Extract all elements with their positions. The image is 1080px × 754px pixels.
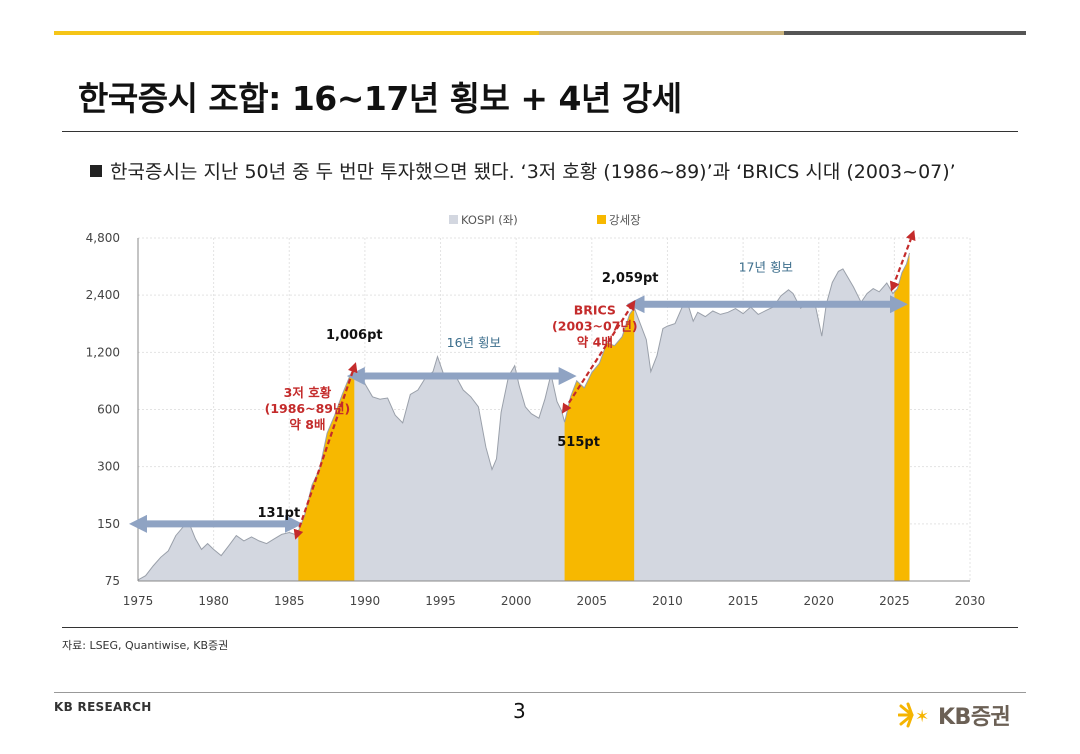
kb-star-icon: ✶ (898, 702, 929, 728)
y-tick-label: 4,800 (86, 231, 120, 245)
y-tick-label: 75 (105, 574, 120, 588)
source-note: 자료: LSEG, Quantiwise, KB증권 (62, 639, 229, 652)
svg-text:✶: ✶ (915, 707, 929, 727)
x-tick-label: 1990 (350, 594, 381, 608)
logo-text: KB증권 (938, 705, 1011, 730)
legend-label: 강세장 (609, 213, 641, 227)
kb-logo: ✶ KB증권 (898, 700, 1011, 730)
brand-research-label: KB RESEARCH (54, 700, 152, 714)
bullet-square-icon (90, 165, 102, 177)
x-tick-label: 2030 (955, 594, 986, 608)
x-tick-label: 1980 (198, 594, 229, 608)
legend-swatch (597, 215, 606, 224)
x-tick-label: 1975 (123, 594, 154, 608)
chart-bottom-divider (62, 627, 1018, 628)
period-label: 17년 횡보 (739, 259, 793, 274)
summary-bullet: 한국증시는 지난 50년 중 두 번만 투자했으면 됐다. ‘3저 호황 (19… (90, 157, 956, 184)
summary-text: 한국증시는 지난 50년 중 두 번만 투자했으면 됐다. ‘3저 호황 (19… (110, 161, 956, 183)
header-accent-bar-yellow (54, 31, 539, 35)
bull-market-area (894, 253, 910, 581)
footer-divider (54, 692, 1026, 693)
page-title: 한국증시 조합: 16~17년 횡보 + 4년 강세 (78, 79, 682, 118)
x-tick-label: 2005 (577, 594, 608, 608)
period-label: BRICS (574, 302, 616, 317)
header-accent-bar-gold (539, 31, 784, 35)
period-label: 약 4배 (577, 334, 613, 349)
legend-swatch (449, 215, 458, 224)
growth-arrow (889, 229, 916, 292)
y-tick-label: 1,200 (86, 345, 120, 359)
legend-label: KOSPI (좌) (461, 213, 518, 227)
page-number: 3 (513, 699, 526, 723)
x-tick-label: 2000 (501, 594, 532, 608)
y-tick-label: 300 (97, 460, 120, 474)
growth-arrow (293, 362, 358, 540)
y-tick-label: 150 (97, 517, 120, 531)
point-annotation: 1,006pt (326, 328, 383, 343)
point-annotation: 515pt (557, 435, 600, 450)
x-tick-label: 1995 (425, 594, 456, 608)
y-tick-label: 600 (97, 403, 120, 417)
growth-arrow (561, 300, 636, 414)
x-tick-label: 2020 (803, 594, 834, 608)
title-divider (62, 131, 1018, 132)
period-label: (2003~07년) (552, 318, 638, 333)
point-annotation: 2,059pt (602, 271, 659, 286)
header-accent-bar-dark (784, 31, 1026, 35)
x-tick-label: 2010 (652, 594, 683, 608)
x-tick-label: 2025 (879, 594, 910, 608)
period-label: 16년 횡보 (447, 335, 501, 350)
x-tick-label: 2015 (728, 594, 759, 608)
x-tick-label: 1985 (274, 594, 305, 608)
point-annotation: 131pt (258, 506, 301, 521)
period-label: 3저 호황 (284, 385, 332, 400)
period-label: (1986~89년) (265, 401, 351, 416)
y-tick-label: 2,400 (86, 288, 120, 302)
period-label: 약 8배 (289, 417, 325, 432)
